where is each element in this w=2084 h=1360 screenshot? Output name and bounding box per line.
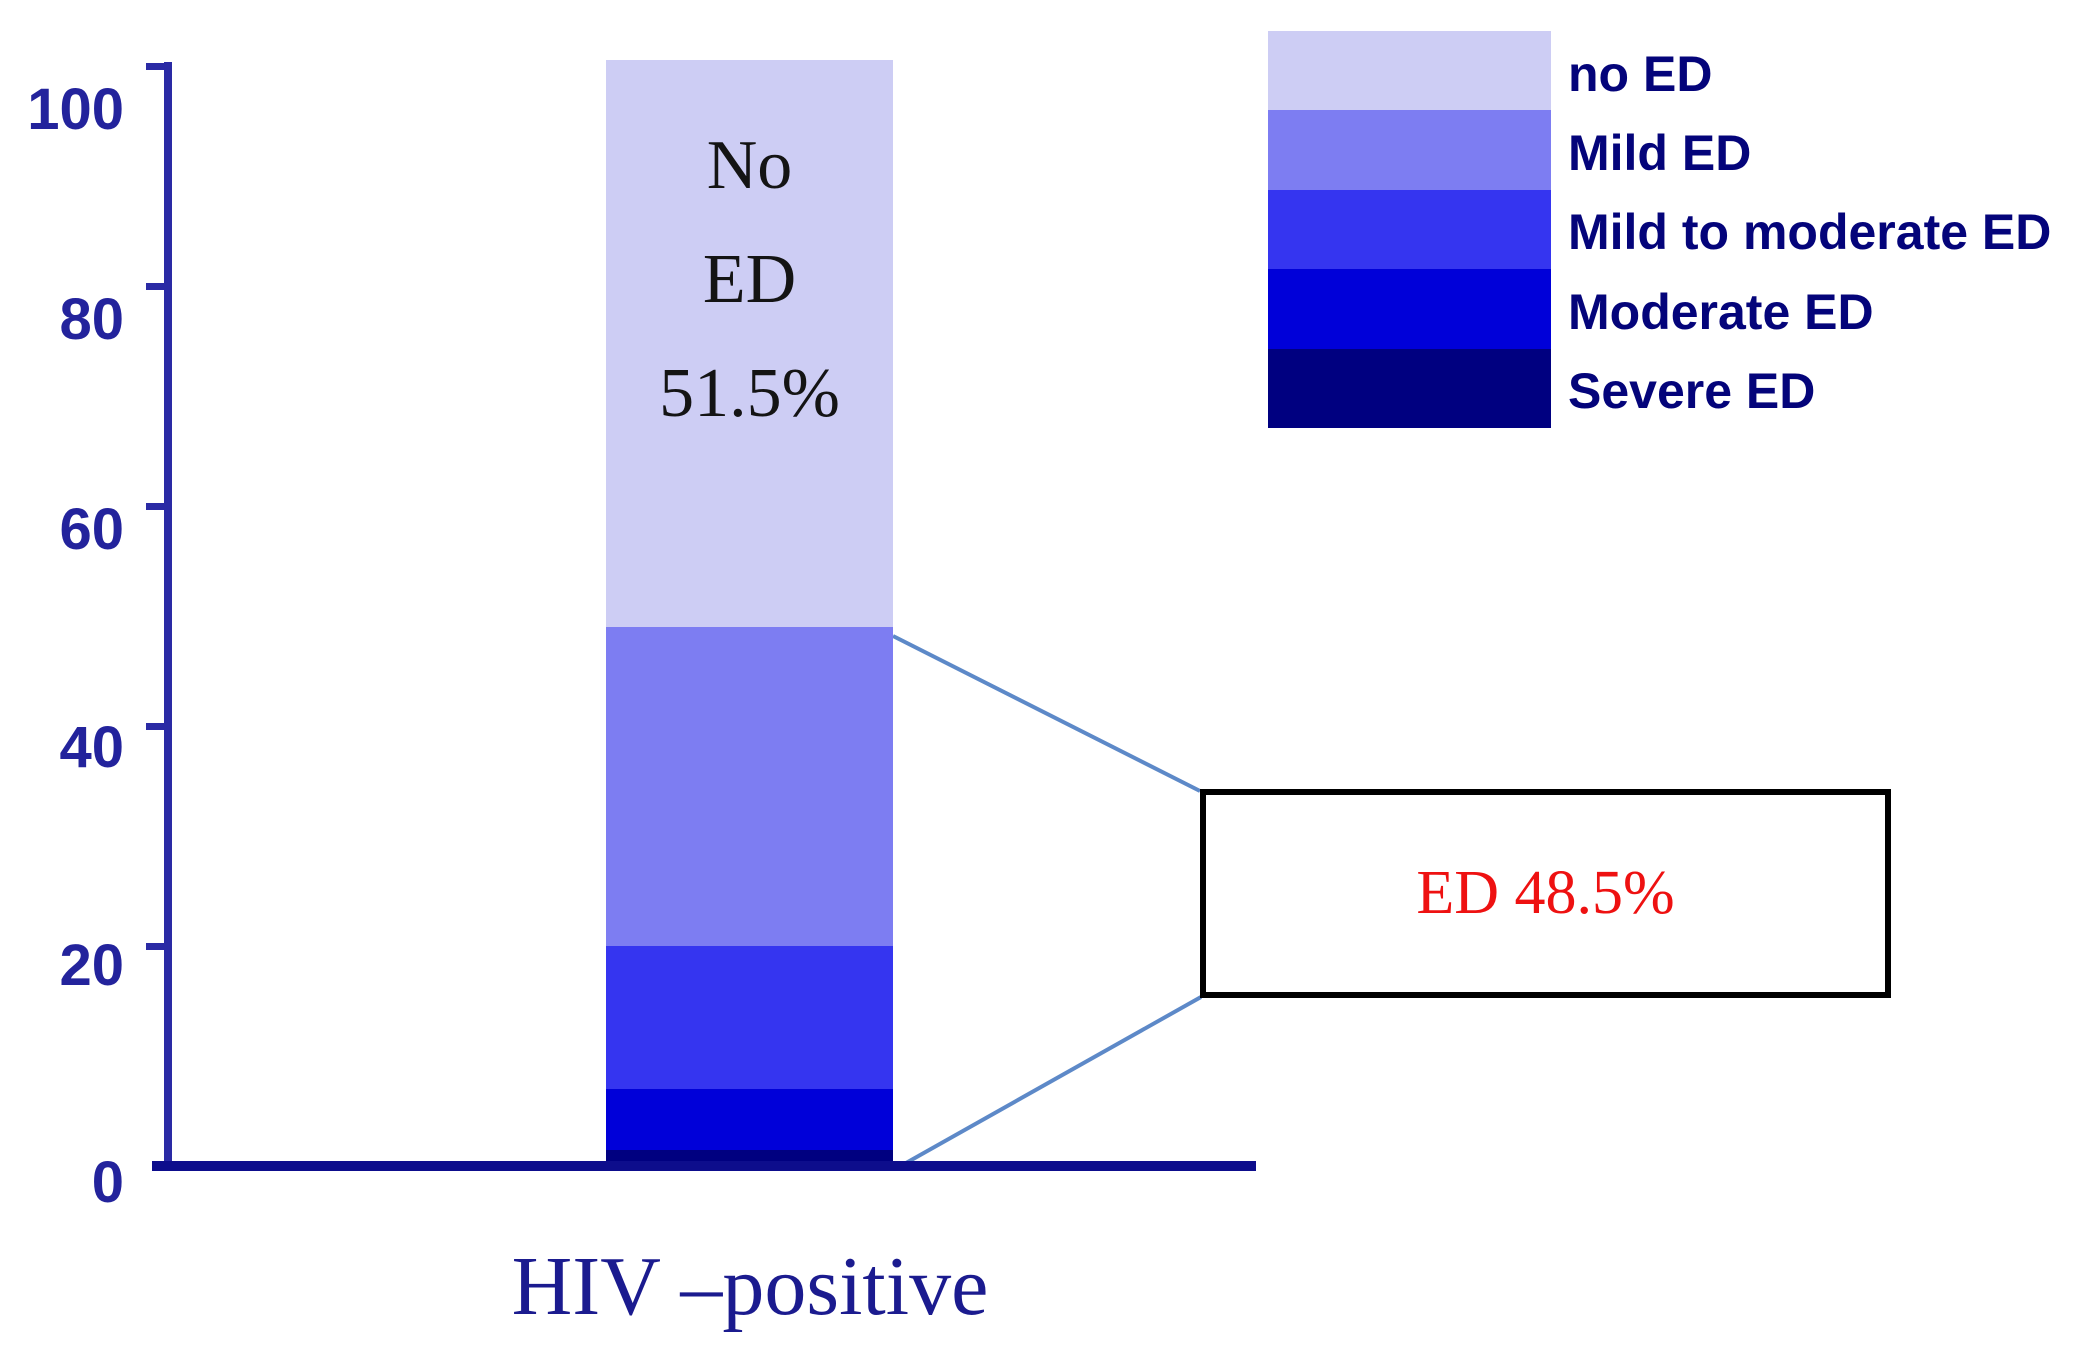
bar-inner-line-3: 51.5%: [659, 355, 840, 432]
legend-label-no-ed: no ED: [1568, 45, 1713, 102]
y-tick-40: [146, 723, 172, 730]
legend-label-mild-ed: Mild ED: [1568, 125, 1752, 182]
connector-line-bottom: [905, 995, 1202, 1165]
x-axis-category-label: HIV –positive: [511, 1240, 989, 1333]
bar-inner-line-2: ED: [702, 241, 797, 318]
y-tick-80: [146, 283, 172, 290]
bar-segment-mild-to-moderate-ed: [606, 946, 893, 1089]
legend-label-severe-ed: Severe ED: [1568, 363, 1816, 420]
legend: no ED Mild ED Mild to moderate ED Moderate …: [1268, 31, 2051, 428]
legend-label-column: no ED Mild ED Mild to moderate ED Moderate …: [1568, 31, 2051, 428]
ed-callout-text: ED 48.5%: [1416, 859, 1675, 927]
y-axis-line: [164, 62, 172, 1170]
x-axis-line: [152, 1161, 1256, 1171]
y-axis-label-100: 100: [27, 77, 124, 142]
bar-segment-mild-ed: [606, 627, 893, 946]
bar-segment-severe-ed: [606, 1150, 893, 1161]
y-axis-label-40: 40: [59, 715, 124, 780]
legend-swatch-mild-to-moderate-ed: [1268, 189, 1551, 270]
legend-swatch-severe-ed: [1268, 348, 1551, 428]
stacked-bar-hiv-positive: [606, 60, 893, 1161]
y-axis-label-60: 60: [59, 497, 124, 562]
y-tick-100: [146, 63, 172, 70]
bar-inner-line-1: No: [706, 127, 793, 204]
y-axis-label-0: 0: [91, 1150, 124, 1215]
y-tick-60: [146, 503, 172, 510]
connector-line-top: [892, 634, 1201, 793]
y-tick-20: [146, 943, 172, 950]
legend-swatch-column: [1268, 31, 1551, 428]
ed-callout-box: ED 48.5%: [1200, 789, 1891, 998]
bar-inner-annotation: No ED 51.5%: [606, 109, 893, 451]
y-axis-label-80: 80: [59, 287, 124, 352]
legend-label-moderate-ed: Moderate ED: [1568, 283, 1874, 340]
legend-swatch-mild-ed: [1268, 110, 1551, 190]
y-axis-label-20: 20: [59, 933, 124, 998]
bar-segment-no-ed: [606, 60, 893, 627]
legend-swatch-no-ed: [1268, 31, 1551, 111]
bar-segment-moderate-ed: [606, 1089, 893, 1150]
legend-label-mild-to-moderate-ed: Mild to moderate ED: [1568, 204, 2052, 261]
legend-swatch-moderate-ed: [1268, 269, 1551, 349]
